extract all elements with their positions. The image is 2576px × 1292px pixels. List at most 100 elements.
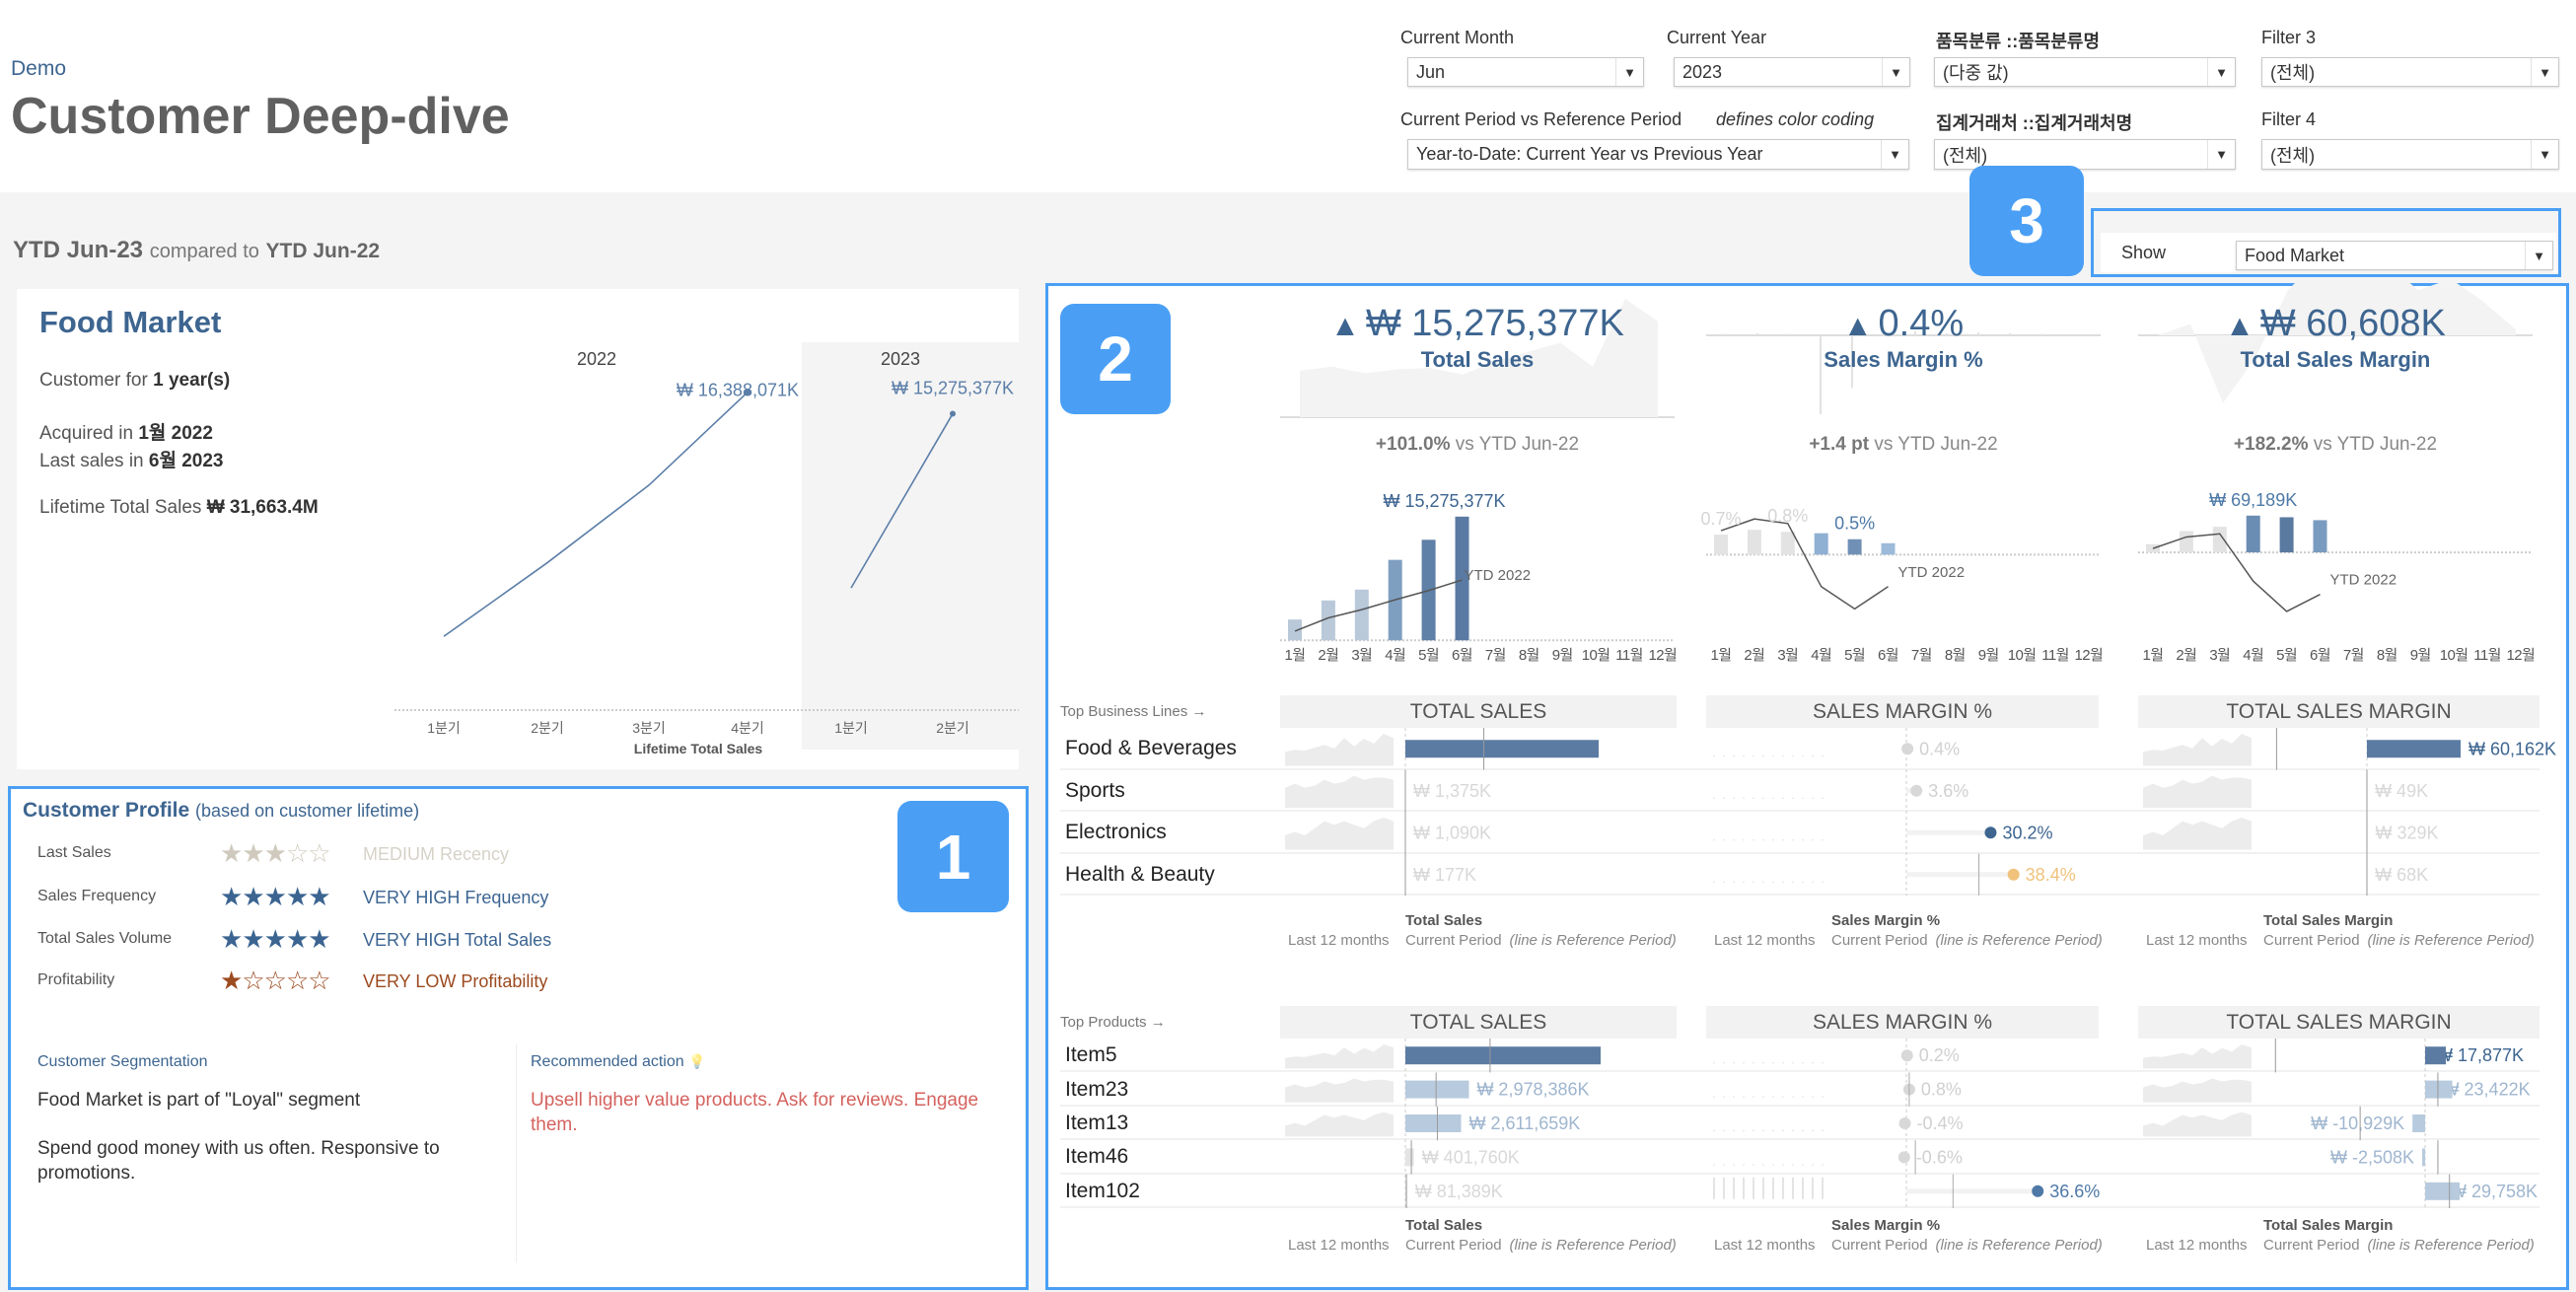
bar-value-label: ₩ 69,189K [2209,490,2297,510]
trend-up-icon: ▲ [1330,310,1360,342]
row-value-label: ₩ 177K [1413,865,1476,885]
reference-line [2152,533,2321,612]
value-bar [2367,740,2461,758]
value-bar [2425,1080,2453,1099]
row-value-label: 38.4% [2026,865,2076,885]
table-row-label[interactable]: Sports [1065,778,1125,802]
month-bar [1321,600,1335,641]
kpi-value-text: ₩ 15,275,377K [1365,303,1624,344]
account-filter-dropdown[interactable]: (전체) ▼ [1934,139,2236,170]
footer-current-text: Current Period [1831,932,1928,949]
month-tick-label: 9월 [1552,647,1573,664]
value-dot [1901,743,1914,755]
category-filter-dropdown[interactable]: (다중 값) ▼ [1934,57,2236,87]
kpi-1: ▲ 0.4% Sales Margin % [1706,303,2101,373]
recommended-action-title: Recommended action 💡 [531,1053,706,1071]
period-dropdown[interactable]: Year-to-Date: Current Year vs Previous Y… [1407,139,1909,170]
month-bar [1354,589,1369,641]
chevron-down-icon: ▼ [2531,140,2558,169]
period-title: YTD Jun-23 compared to YTD Jun-22 [13,237,380,264]
table-row-label[interactable]: Item23 [1065,1077,1129,1101]
lifetime-sales-chart: 2022 2023 1분기 2분기 3분기 4분기 1분기 2분기 Lifetime Total… [394,342,1019,756]
row-divider [1060,1070,2540,1073]
star-filled-icon: ★ [308,924,330,954]
star-filled-icon: ★ [242,838,264,868]
quarter-tick-label: 3분기 [632,720,666,736]
table-metric-column: ₩ 15,272,736K₩ 1,375K₩ 1,090K₩ 177K [1285,728,1599,896]
segmentation-description: Spend good money with us often. Responsi… [37,1138,440,1184]
breadcrumb[interactable]: Demo [11,57,67,80]
star-filled-icon: ★ [220,838,243,868]
table-row-label[interactable]: Item5 [1065,1043,1117,1067]
row-divider [1060,894,2540,896]
star-empty-icon: ☆ [308,966,330,995]
series-end-label: ₩ 16,388,071K [677,381,799,400]
month-tick-label: 2월 [1744,647,1764,664]
show-label: Show [2121,243,2167,262]
month-tick-label: 8월 [2377,647,2397,664]
row-sparkline [1285,775,1394,808]
month-tick-label: 2월 [1318,647,1338,664]
filter3-dropdown[interactable]: (전체) ▼ [2261,57,2559,87]
monthly-chart-1: YTD 2022 0.7% 0.8% 0.5% 1월 2월 3월 4월 5월 6월 7월 8월 9월 10… [1700,506,2103,664]
lifetime-prefix: Lifetime Total Sales [39,497,202,518]
star-rating: ★★★★★ [220,924,331,955]
table-title: Top Business Lines → [1060,703,1207,720]
star-filled-icon: ★ [263,924,287,954]
table-row-label[interactable]: Item13 [1065,1111,1129,1134]
reference-line-label: YTD 2022 [1898,564,1966,581]
star-empty-icon: ☆ [285,838,309,868]
column-footer-title: Total Sales [1405,912,1482,929]
table-row-label[interactable]: Item102 [1065,1179,1140,1202]
value-bar [1405,1114,1462,1132]
row-value-label: ₩ -2,508K [2330,1147,2414,1167]
value-dot [1898,1117,1911,1129]
filter4-dropdown[interactable]: (전체) ▼ [2261,139,2559,170]
month-tick-label: 3월 [1351,647,1372,664]
quarter-tick-label: 1분기 [427,720,461,736]
kpi-vs-text: vs YTD Jun-22 [1455,434,1580,455]
row-divider [1060,767,2540,770]
row-value-label: 36.6% [2049,1182,2100,1201]
x-axis-label: Lifetime Total Sales [634,741,763,756]
current-year-dropdown[interactable]: 2023 ▼ [1674,57,1910,87]
current-year-label: Current Year [1667,28,1767,47]
profile-row-description: VERY HIGH Frequency [363,888,549,907]
star-rating: ★☆☆☆☆ [220,966,331,996]
current-month-dropdown[interactable]: Jun ▼ [1407,57,1644,87]
filter4-value: (전체) [2270,145,2316,166]
month-tick-label: 10월 [2008,647,2037,664]
star-filled-icon: ★ [308,882,330,911]
compared-to-text: compared to [149,241,259,262]
show-dropdown[interactable]: Food Market ▼ [2236,241,2553,270]
series-end-point [745,389,751,395]
row-divider [1060,1104,2540,1107]
kpi-0: ▲ ₩ 15,275,377K Total Sales [1280,303,1675,373]
month-tick-label: 2월 [2176,647,2196,664]
quarter-tick-label: 2분기 [531,720,564,736]
month-tick-label: 5월 [2276,647,2297,664]
value-dot [1897,1151,1910,1164]
lifetime-sales: Lifetime Total Sales ₩ 31,663.4M [39,497,319,519]
footer-current-text: Current Period [1405,1237,1502,1254]
row-sparkline [2143,1078,2252,1103]
value-dot [1900,1049,1913,1062]
table-row-label[interactable]: Electronics [1065,821,1167,844]
year-2023-band [802,342,1019,750]
account-filter-label: 집계거래처 ::집계거래처명 [1936,113,2133,133]
current-month-label: Current Month [1400,28,1515,47]
series-end-label: ₩ 15,275,377K [892,379,1014,398]
kpi-comparison: +182.2% vs YTD Jun-22 [2138,434,2533,456]
month-tick-label: 10월 [2440,647,2469,664]
table-row-label[interactable]: Food & Beverages [1065,737,1237,760]
period-filter-note: defines color coding [1716,109,1875,129]
bar-value-label: 0.8% [1767,506,1808,526]
star-filled-icon: ★ [263,838,287,868]
table-row-label[interactable]: Health & Beauty [1065,862,1215,886]
month-tick-label: 1월 [1711,647,1732,664]
row-value-label: ₩ -10,929K [2311,1113,2404,1133]
month-bar [1847,538,1862,555]
table-row-label[interactable]: Item46 [1065,1145,1129,1169]
series-end-point [950,410,956,417]
month-bar [2313,520,2327,553]
